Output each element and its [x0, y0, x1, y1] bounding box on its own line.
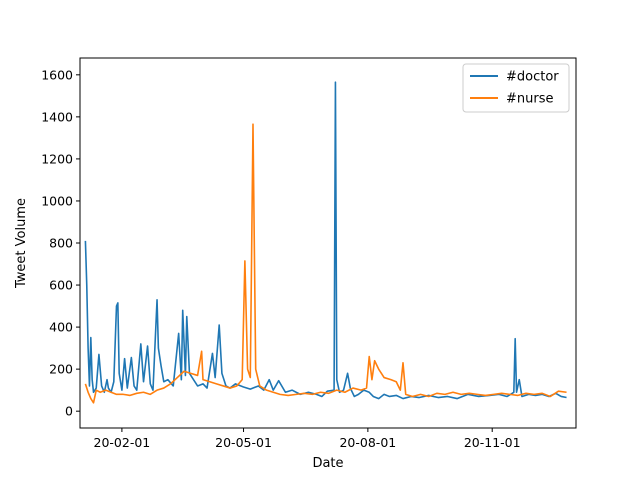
series-layer: [84, 81, 567, 404]
y-axis-ticks: 0 200 400 600 800 1000 1200 1400 1600: [41, 67, 80, 419]
x-axis-title: Date: [312, 456, 343, 471]
y-tick-label: 1400: [41, 109, 73, 124]
legend: #doctor #nurse: [462, 63, 570, 113]
y-tick-label: 400: [49, 320, 73, 335]
y-tick-label: 200: [49, 362, 73, 377]
x-axis-ticks: 20-02-01 20-05-01 20-08-01 20-11-01: [94, 428, 521, 450]
x-tick-label: 20-02-01: [94, 435, 151, 450]
y-tick-label: 800: [49, 236, 73, 251]
x-tick-label: 20-08-01: [339, 435, 396, 450]
legend-label-nurse: #nurse: [506, 92, 554, 107]
y-tick-label: 600: [49, 278, 73, 293]
plot-area: [80, 58, 576, 428]
x-tick-label: 20-11-01: [464, 435, 521, 450]
legend-label-doctor: #doctor: [506, 70, 559, 85]
x-tick-label: 20-05-01: [215, 435, 272, 450]
y-tick-label: 1600: [41, 67, 73, 82]
series-line-nurse: [84, 123, 567, 404]
y-tick-label: 0: [65, 404, 73, 419]
y-axis-title: Tweet Volume: [14, 198, 29, 289]
plot-frame: [79, 57, 577, 429]
series-line-doctor: [84, 81, 567, 400]
y-tick-label: 1000: [41, 193, 73, 208]
y-tick-label: 1200: [41, 151, 73, 166]
